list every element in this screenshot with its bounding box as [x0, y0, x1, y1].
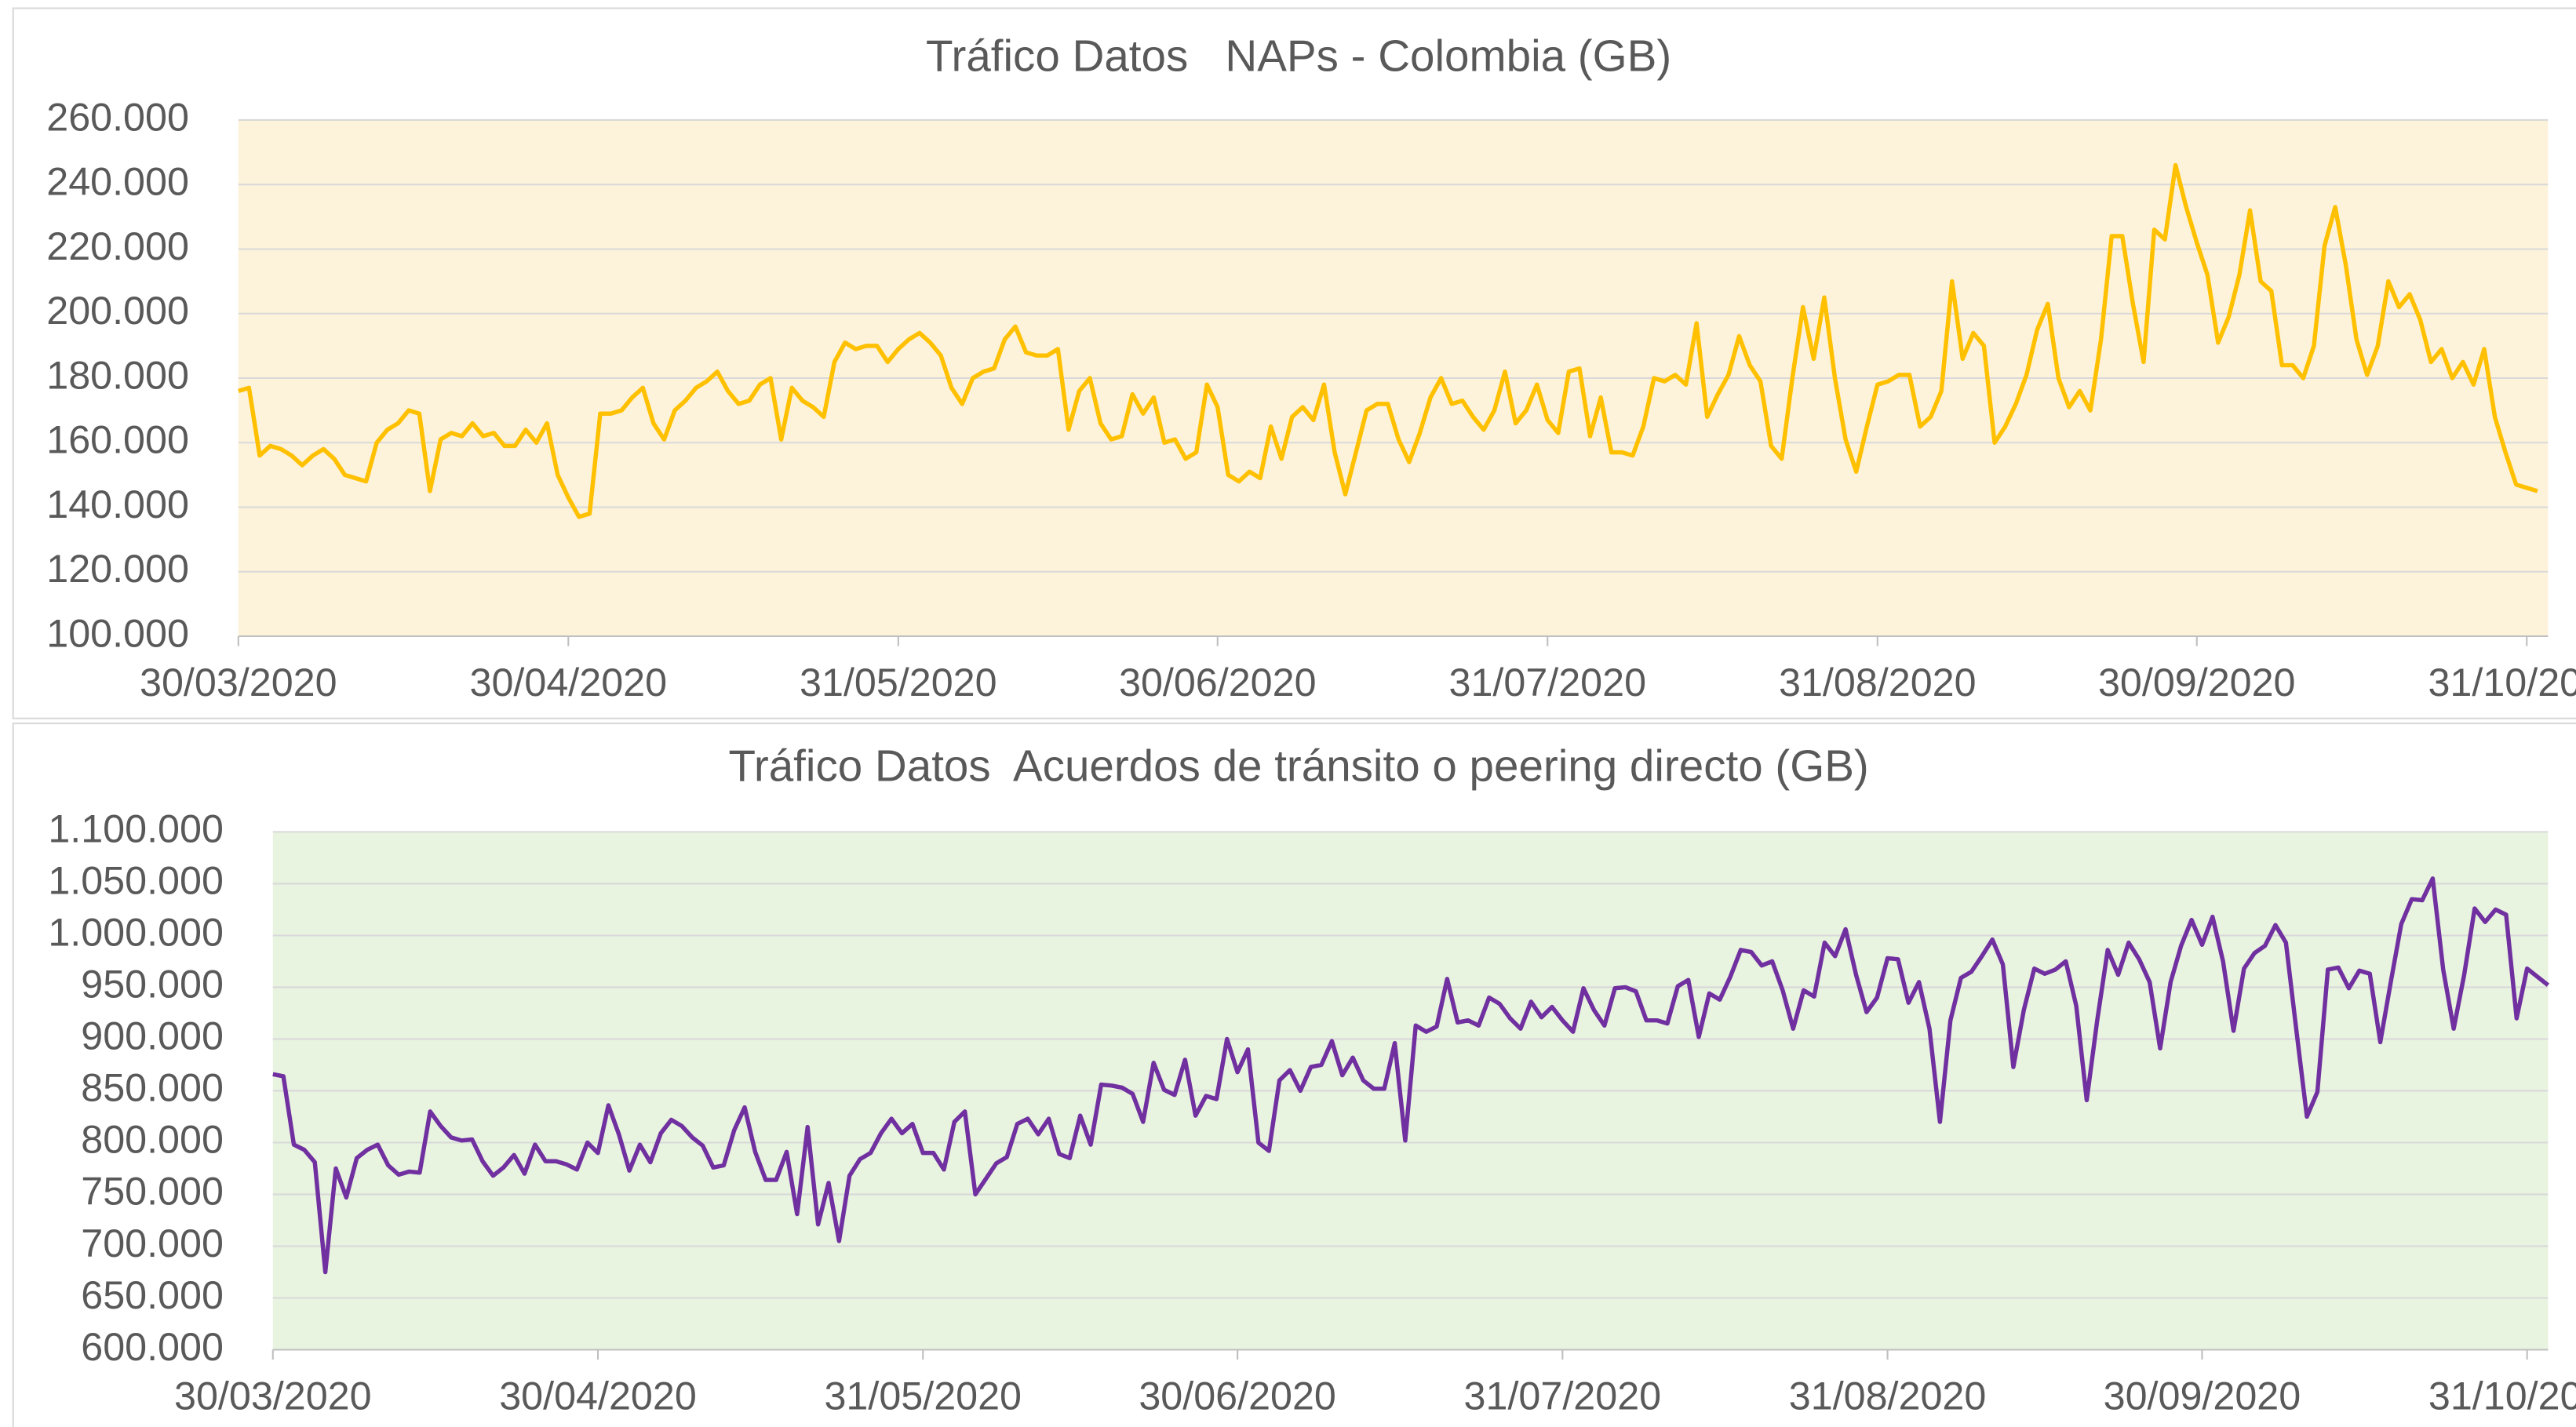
- y-tick-label: 200.000: [46, 288, 189, 333]
- data-line: [272, 876, 2550, 1275]
- x-tick-label: 30/09/2020: [2104, 1374, 2301, 1418]
- x-tick-label: 30/04/2020: [499, 1374, 697, 1418]
- y-tick-label: 700.000: [81, 1221, 224, 1265]
- x-tick-label: 31/05/2020: [800, 660, 997, 704]
- x-tick-label: 31/08/2020: [1779, 660, 1977, 704]
- x-tick-label: 30/09/2020: [2098, 660, 2296, 704]
- y-tick-label: 1.050.000: [48, 858, 224, 903]
- y-tick-label: 160.000: [46, 417, 189, 462]
- y-tick-label: 220.000: [46, 224, 189, 268]
- x-tick-label: 31/07/2020: [1464, 1374, 1662, 1418]
- y-tick-label: 850.000: [81, 1065, 224, 1110]
- y-tick-label: 750.000: [81, 1169, 224, 1214]
- y-tick-label: 950.000: [81, 962, 224, 1007]
- x-tick-label: 30/04/2020: [470, 660, 668, 704]
- x-tick-label: 30/06/2020: [1139, 1374, 1336, 1418]
- x-tick-label: 31/08/2020: [1789, 1374, 1987, 1418]
- y-tick-label: 120.000: [46, 546, 189, 591]
- y-tick-label: 650.000: [81, 1272, 224, 1317]
- y-tick-label: 600.000: [81, 1324, 224, 1369]
- x-tick-label: 30/06/2020: [1119, 660, 1317, 704]
- x-tick-label: 31/07/2020: [1449, 660, 1647, 704]
- y-tick-label: 180.000: [46, 352, 189, 397]
- y-tick-label: 140.000: [46, 482, 189, 526]
- data-line: [237, 162, 2538, 519]
- y-tick-label: 1.100.000: [48, 806, 224, 851]
- y-tick-label: 260.000: [46, 94, 189, 139]
- y-tick-label: 900.000: [81, 1014, 224, 1058]
- y-tick-label: 800.000: [81, 1117, 224, 1162]
- x-tick-label: 30/03/2020: [140, 660, 337, 704]
- x-tick-label: 31/10/2020: [2428, 1374, 2576, 1418]
- x-tick-label: 31/05/2020: [824, 1374, 1022, 1418]
- y-tick-label: 240.000: [46, 159, 189, 204]
- y-tick-label: 1.000.000: [48, 910, 224, 955]
- chart-title: Tráfico Datos Acuerdos de tránsito o pee…: [728, 741, 1868, 791]
- y-tick-label: 100.000: [46, 610, 189, 655]
- x-tick-label: 30/03/2020: [174, 1374, 372, 1418]
- chart-title: Tráfico Datos NAPs - Colombia (GB): [926, 31, 1671, 80]
- x-tick-label: 31/10/2020: [2428, 660, 2576, 704]
